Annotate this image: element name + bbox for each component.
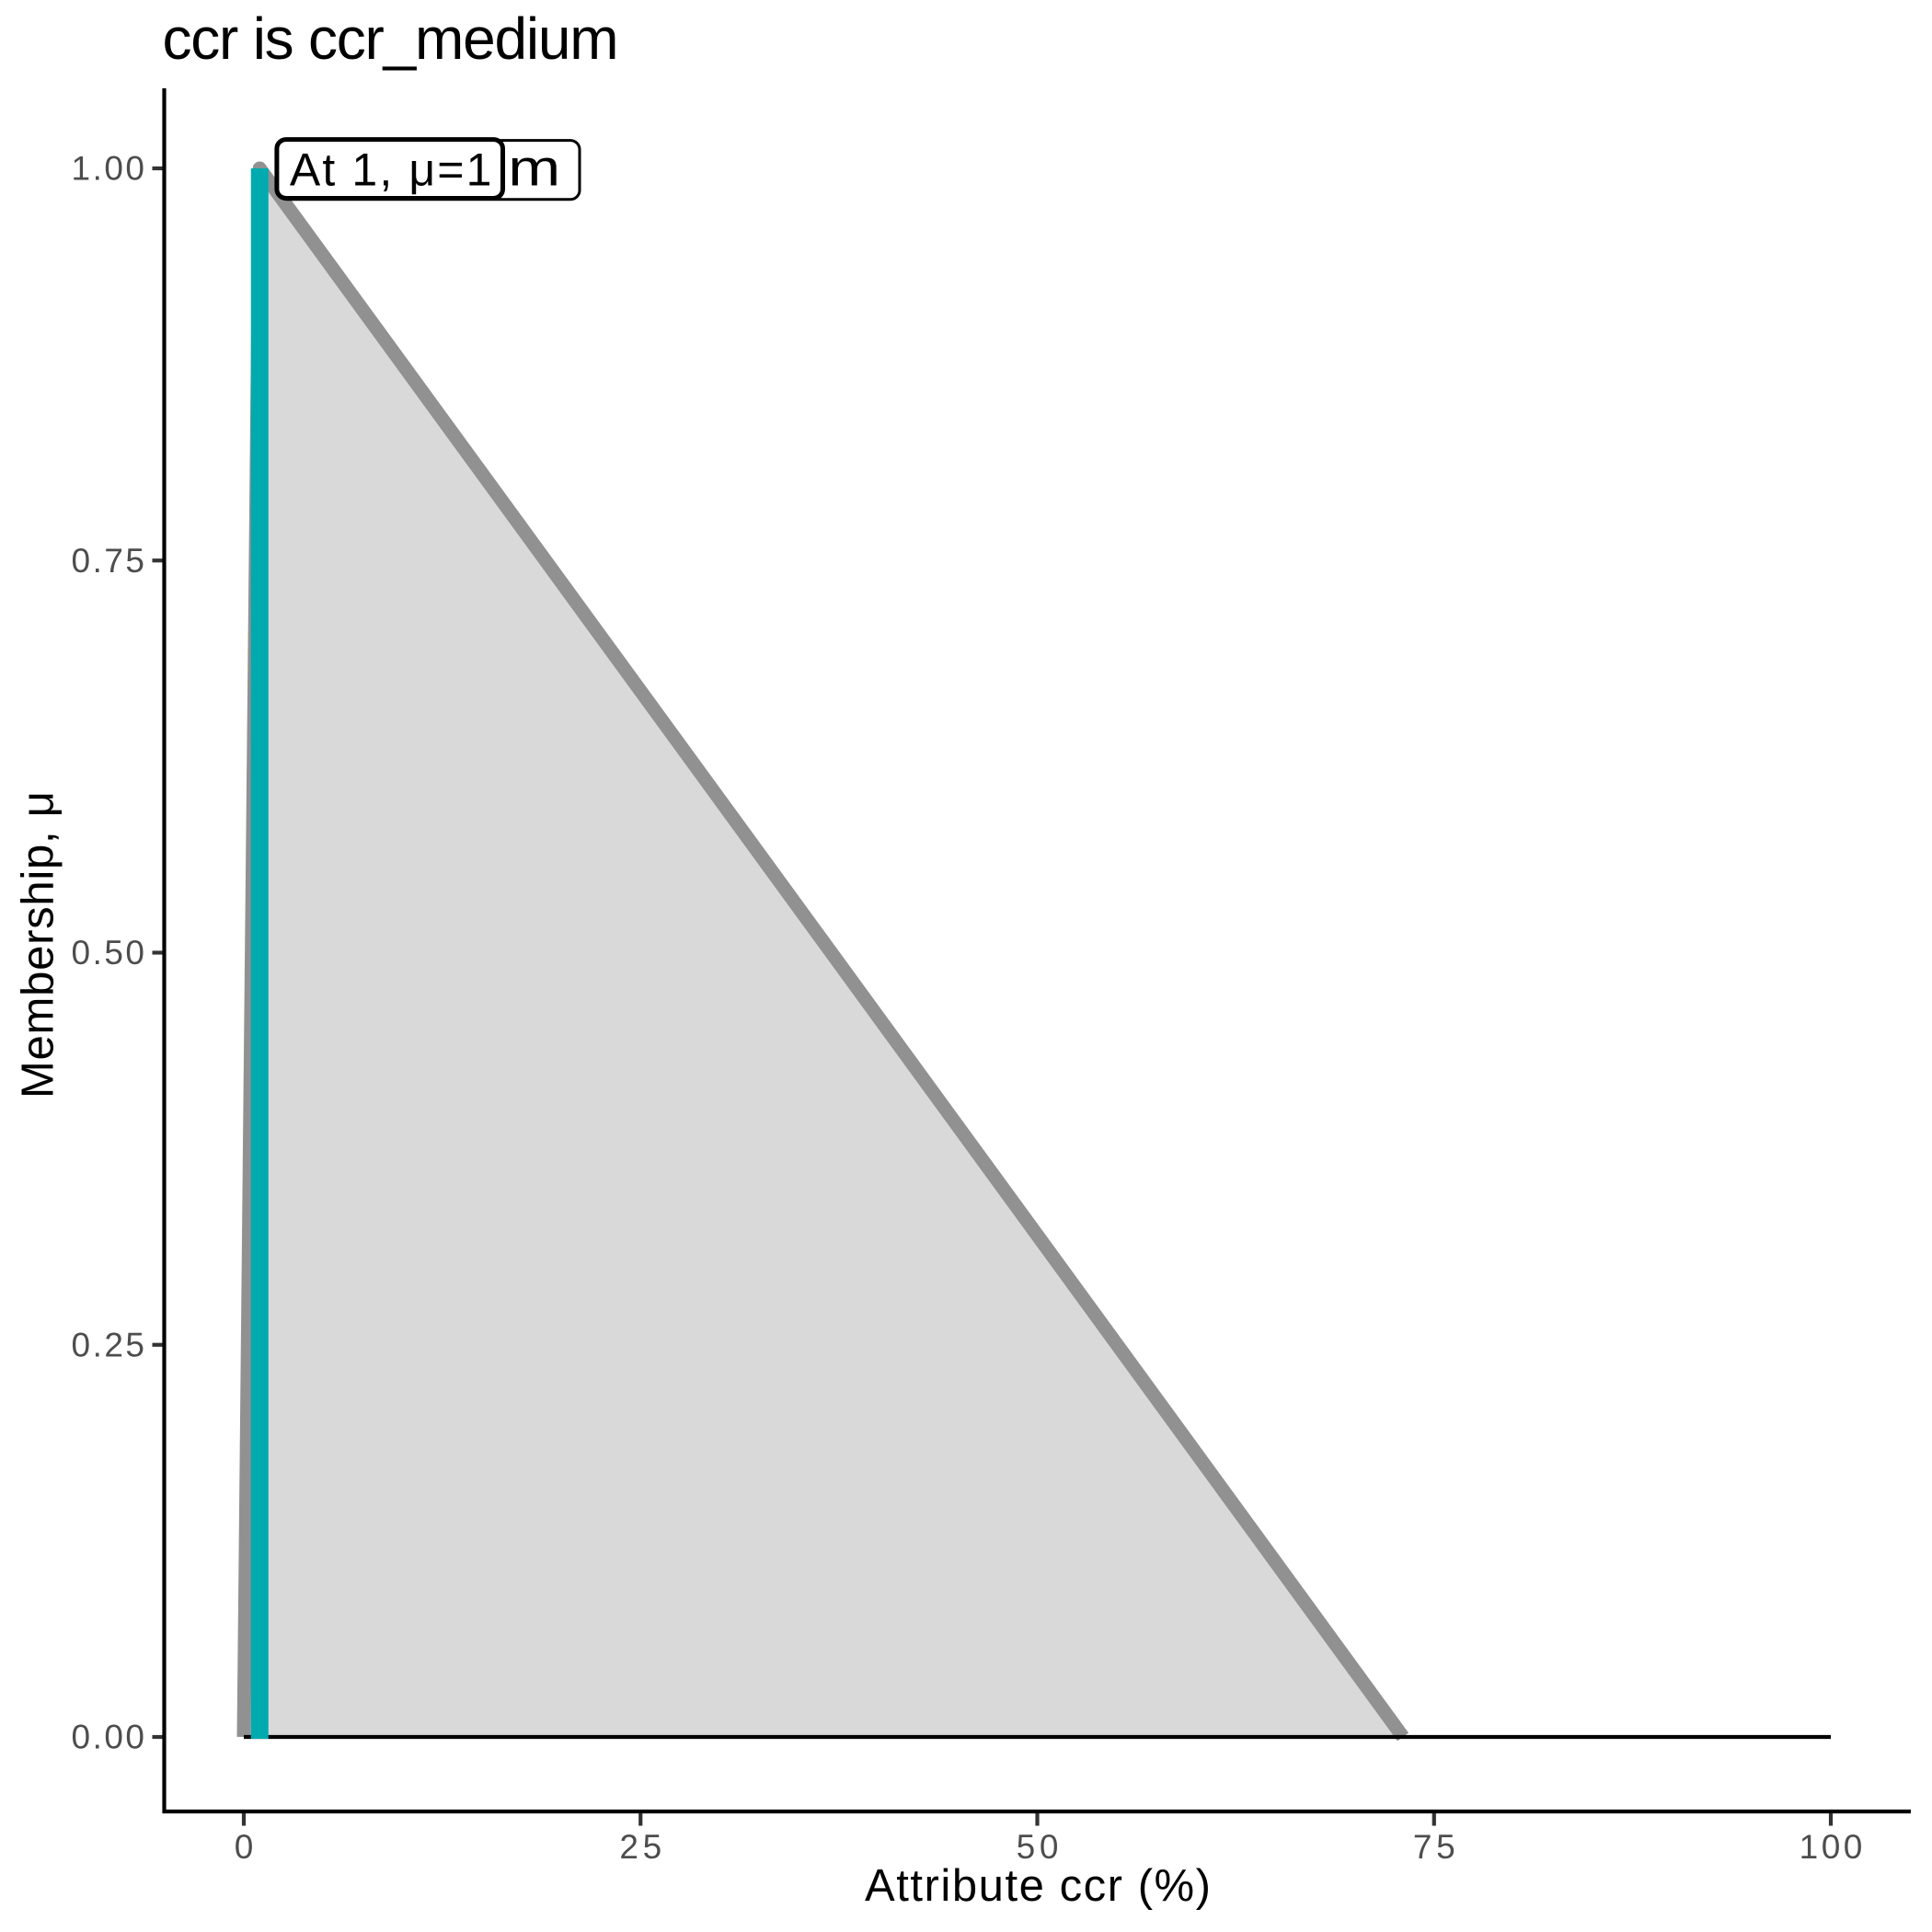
svg-text:0.25: 0.25 bbox=[72, 1326, 145, 1363]
svg-text:100: 100 bbox=[1800, 1828, 1863, 1866]
svg-text:Attribute ccr (%): Attribute ccr (%) bbox=[865, 1861, 1211, 1911]
svg-text:1.00: 1.00 bbox=[72, 150, 145, 188]
svg-text:ccr is ccr_medium: ccr is ccr_medium bbox=[163, 6, 619, 72]
svg-text:0.00: 0.00 bbox=[72, 1719, 145, 1756]
svg-text:At 1, μ=1: At 1, μ=1 bbox=[290, 144, 492, 195]
svg-text:Membership, μ: Membership, μ bbox=[14, 791, 63, 1098]
svg-text:0.75: 0.75 bbox=[72, 542, 145, 580]
svg-text:0.50: 0.50 bbox=[72, 934, 145, 972]
svg-text:m: m bbox=[508, 139, 560, 197]
svg-text:0: 0 bbox=[235, 1828, 254, 1866]
